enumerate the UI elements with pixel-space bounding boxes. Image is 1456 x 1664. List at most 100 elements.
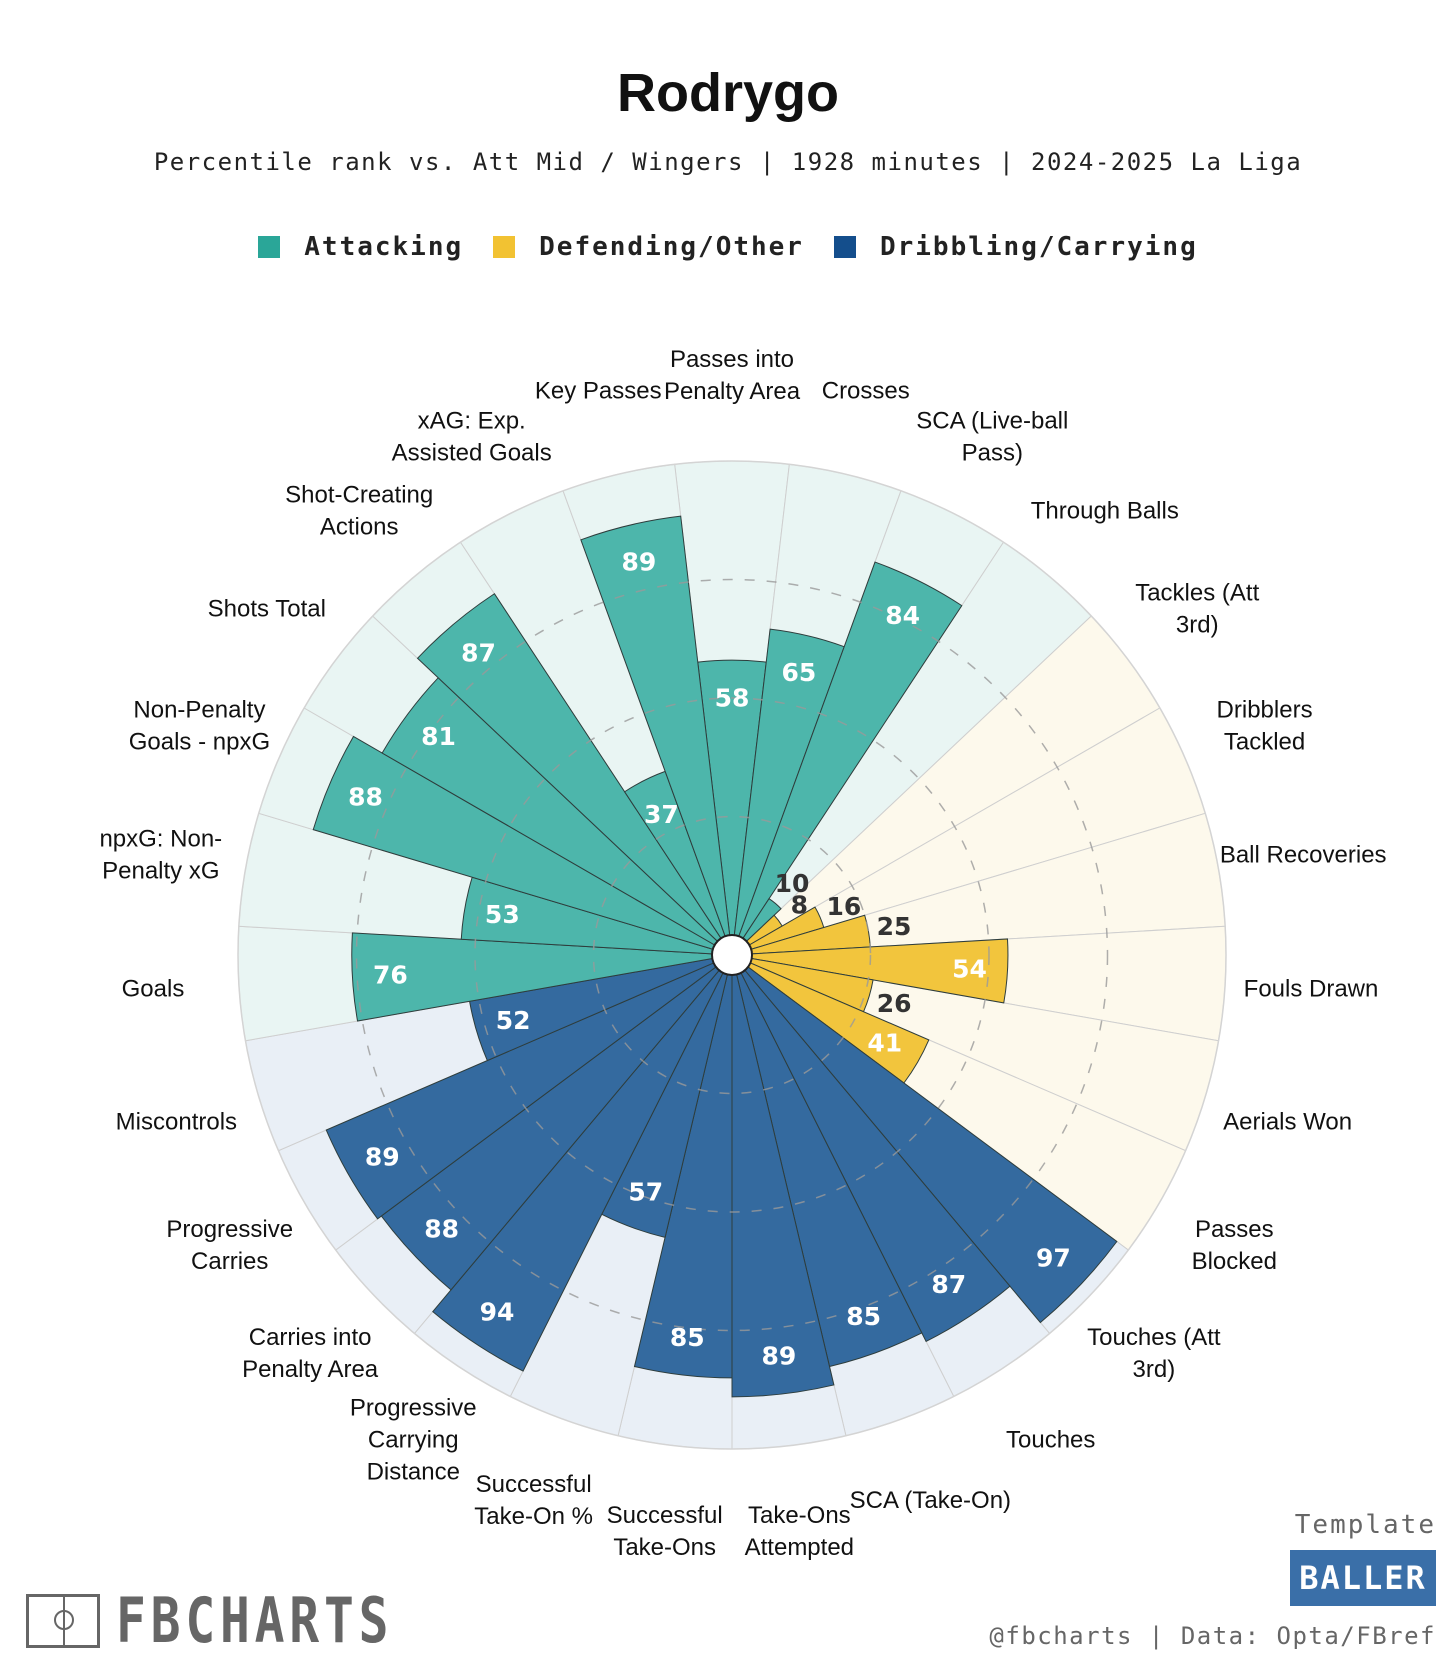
category-label-line: Touches (Att: [1087, 1324, 1221, 1351]
value-label-fouls-drawn: 54: [952, 954, 987, 983]
category-label-line: npxG: Non-: [99, 825, 222, 852]
category-label-aerials-won: Aerials Won: [1223, 1108, 1352, 1135]
legend: Attacking Defending/Other Dribbling/Carr…: [0, 232, 1456, 262]
gridline-25: [592, 815, 872, 1095]
legend-swatch-attacking: [258, 236, 281, 258]
category-label-crosses: Crosses: [822, 377, 910, 404]
legend-swatch-dribbling: [833, 236, 856, 258]
category-label-line: Shots Total: [208, 595, 326, 622]
chart-subtitle: Percentile rank vs. Att Mid / Wingers | …: [153, 148, 1303, 176]
value-label-shot-creating-actions: 87: [461, 638, 496, 667]
value-label-dribblers-tackled: 16: [826, 892, 861, 921]
category-label-npxg-non-penalty-xg: npxG: Non- Penalty xG: [99, 825, 222, 884]
category-label-line: Pass): [962, 439, 1023, 466]
category-label-line: Aerials Won: [1223, 1108, 1352, 1135]
legend-label-defending: Defending/Other: [539, 232, 804, 262]
fbcharts-logo: FBCHARTS: [26, 1584, 463, 1657]
category-label-shot-creating-actions: Shot-Creating Actions: [285, 481, 433, 540]
category-label-miscontrols: Miscontrols: [116, 1108, 237, 1135]
value-label-aerials-won: 26: [877, 989, 912, 1018]
value-label-shots-total: 81: [421, 722, 456, 751]
category-label-line: Attempted: [745, 1534, 854, 1561]
value-label-xag-exp-assisted-goals: 37: [644, 800, 679, 829]
category-label-passes-blocked: Passes Blocked: [1192, 1216, 1277, 1275]
category-label-line: Shot-Creating: [285, 481, 433, 508]
chart-title: Rodrygo: [617, 63, 839, 123]
template-label: Template: [1294, 1510, 1436, 1540]
value-label-passes-into-penalty-area: 58: [715, 684, 750, 713]
category-label-line: Successful: [476, 1471, 592, 1498]
value-label-carries-into-penalty-area: 88: [424, 1214, 459, 1243]
category-label-line: Touches: [1006, 1426, 1095, 1453]
value-label-take-ons-attempted: 89: [761, 1342, 796, 1371]
value-label-successful-take-ons: 85: [670, 1323, 705, 1352]
category-label-passes-into-penalty-area: Passes into Penalty Area: [664, 346, 801, 405]
category-label-line: 3rd): [1133, 1356, 1176, 1383]
value-label-crosses: 65: [782, 658, 817, 687]
category-label-line: Distance: [367, 1458, 460, 1485]
category-label-touches: Touches: [1006, 1426, 1095, 1453]
category-label-line: SCA (Take-On): [850, 1487, 1011, 1514]
legend-item-attacking: Attacking: [258, 232, 463, 262]
value-label-touches-att-3rd: 97: [1036, 1244, 1071, 1273]
gridline-50: [474, 697, 990, 1213]
category-label-line: SCA (Live-ball: [916, 407, 1068, 434]
category-label-line: Penalty xG: [102, 857, 219, 884]
logo-text: FBCHARTS: [116, 1584, 394, 1657]
category-label-sca-take-on: SCA (Take-On): [850, 1487, 1011, 1514]
category-label-successful-take-on: Successful Take-On %: [474, 1471, 593, 1530]
value-label-progressive-carries: 89: [365, 1142, 400, 1171]
category-label-non-penalty-goals-npxg: Non-Penalty Goals - npxG: [129, 696, 270, 755]
category-label-line: Penalty Area: [242, 1356, 379, 1383]
value-label-sca-live-ball-pass: 84: [885, 601, 920, 630]
category-label-touches-att-3rd: Touches (Att 3rd): [1087, 1324, 1221, 1383]
value-label-through-balls: 10: [775, 869, 810, 898]
category-label-line: Progressive: [350, 1394, 477, 1421]
category-label-line: Through Balls: [1031, 497, 1179, 524]
category-label-carries-into-penalty-area: Carries into Penalty Area: [242, 1324, 379, 1383]
center-hub: [711, 934, 753, 976]
value-label-passes-blocked: 41: [867, 1029, 902, 1058]
category-label-line: Tackled: [1224, 728, 1305, 755]
value-label-progressive-carrying-distance: 94: [480, 1298, 515, 1327]
category-label-line: Take-On %: [474, 1503, 593, 1530]
category-label-line: Take-Ons: [748, 1502, 851, 1529]
category-label-progressive-carrying-distance: Progressive Carrying Distance: [350, 1394, 477, 1485]
value-label-non-penalty-goals-npxg: 88: [348, 782, 383, 811]
category-label-line: Actions: [320, 513, 399, 540]
category-label-line: Fouls Drawn: [1244, 975, 1379, 1002]
category-label-key-passes: Key Passes: [535, 377, 662, 404]
category-label-line: Carries: [191, 1248, 268, 1275]
value-label-touches: 87: [931, 1270, 966, 1299]
category-label-progressive-carries: Progressive Carries: [166, 1216, 293, 1275]
value-label-npxg-non-penalty-xg: 53: [485, 900, 520, 929]
category-label-line: Crosses: [822, 377, 910, 404]
category-label-xag-exp-assisted-goals: xAG: Exp. Assisted Goals: [392, 407, 552, 466]
category-label-fouls-drawn: Fouls Drawn: [1244, 975, 1379, 1002]
category-label-line: Assisted Goals: [392, 439, 552, 466]
category-label-line: Passes: [1195, 1216, 1274, 1243]
value-label-successful-take-on: 57: [628, 1177, 663, 1206]
category-label-line: Key Passes: [535, 377, 662, 404]
value-label-miscontrols: 52: [496, 1006, 531, 1035]
category-label-line: Successful: [607, 1502, 723, 1529]
value-label-tackles-att-3rd: 8: [791, 890, 808, 919]
value-label-ball-recoveries: 25: [877, 912, 912, 941]
legend-label-attacking: Attacking: [304, 232, 464, 262]
gridline-75: [355, 578, 1109, 1332]
category-label-line: Progressive: [166, 1216, 293, 1243]
template-badge: BALLER: [1290, 1550, 1436, 1606]
category-label-successful-take-ons: Successful Take-Ons: [607, 1502, 723, 1561]
legend-item-dribbling: Dribbling/Carrying: [833, 232, 1198, 262]
category-label-line: Tackles (Att: [1135, 579, 1259, 606]
value-label-goals: 76: [373, 960, 408, 989]
legend-label-dribbling: Dribbling/Carrying: [879, 232, 1198, 262]
category-label-sca-live-ball-pass: SCA (Live-ball Pass): [916, 407, 1068, 466]
data-credit: @fbcharts | Data: Opta/FBref: [989, 1622, 1436, 1650]
category-label-line: Take-Ons: [613, 1534, 716, 1561]
category-label-line: 3rd): [1176, 611, 1219, 638]
legend-item-defending: Defending/Other: [493, 232, 804, 262]
category-label-line: xAG: Exp.: [418, 407, 526, 434]
category-label-line: Goals - npxG: [129, 728, 270, 755]
